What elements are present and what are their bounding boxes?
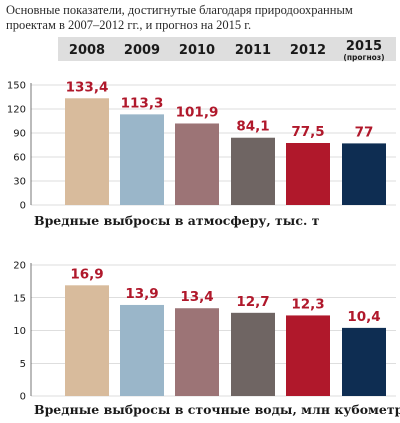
year-label-2012: 2012 [290, 43, 326, 58]
data-label-2009: 113,3 [121, 95, 164, 111]
year-label-2008: 2008 [69, 43, 105, 58]
bar-2012 [286, 315, 330, 396]
data-label-2008: 133,4 [66, 79, 109, 95]
y-tick-150: 150 [7, 81, 26, 92]
intro-text: Основные показатели, достигнутые благода… [6, 3, 353, 32]
bar-2015 [342, 143, 386, 205]
bar-2011 [231, 137, 275, 205]
data-label-2015: 77 [355, 124, 374, 140]
y-tick-0: 0 [20, 201, 26, 212]
year-label-2009: 2009 [124, 43, 160, 58]
chart-title: Вредные выбросы в сточные воды, млн кубо… [34, 402, 400, 417]
chart-title: Вредные выбросы в атмосферу, тыс. т [34, 213, 320, 228]
year-label-2010: 2010 [179, 43, 215, 58]
y-tick-0: 0 [20, 392, 26, 403]
bar-2009 [120, 304, 164, 396]
data-label-2012: 77,5 [291, 124, 324, 140]
y-tick-10: 10 [13, 326, 26, 337]
bar-2011 [231, 312, 275, 396]
year-label-2011: 2011 [235, 43, 271, 58]
y-tick-60: 60 [13, 153, 26, 164]
y-tick-30: 30 [13, 177, 26, 188]
bar-2015 [342, 327, 386, 396]
year-note-2015: (прогноз) [343, 53, 384, 62]
y-tick-5: 5 [20, 359, 26, 370]
year-label-2015: 2015 [346, 39, 382, 54]
y-tick-90: 90 [13, 129, 26, 140]
data-label-2010: 13,4 [180, 289, 213, 305]
wastewater-emissions-chart: 0 5 10 15 20 16,9 13,9 13,4 12,7 12,3 10,4 Вредные … [13, 261, 400, 418]
data-label-2009: 13,9 [125, 286, 158, 302]
data-label-2011: 84,1 [236, 119, 269, 135]
atmosphere-emissions-chart: 2008 2009 2010 2011 2012 2015(прогноз) 0 30 60 90… [7, 37, 396, 228]
bar-2009 [120, 114, 164, 205]
y-tick-20: 20 [13, 261, 26, 272]
bar-2008 [65, 98, 109, 205]
y-tick-15: 15 [13, 293, 26, 304]
bar-2008 [65, 285, 109, 396]
year-header-band [58, 37, 396, 61]
data-label-2010: 101,9 [176, 104, 219, 120]
bar-2012 [286, 143, 330, 205]
bar-2010 [175, 308, 219, 396]
data-label-2008: 16,9 [70, 266, 103, 282]
data-label-2011: 12,7 [236, 294, 269, 310]
data-label-2012: 12,3 [291, 296, 324, 312]
y-tick-120: 120 [7, 105, 26, 116]
bar-2010 [175, 123, 219, 205]
data-label-2015: 10,4 [347, 309, 380, 325]
